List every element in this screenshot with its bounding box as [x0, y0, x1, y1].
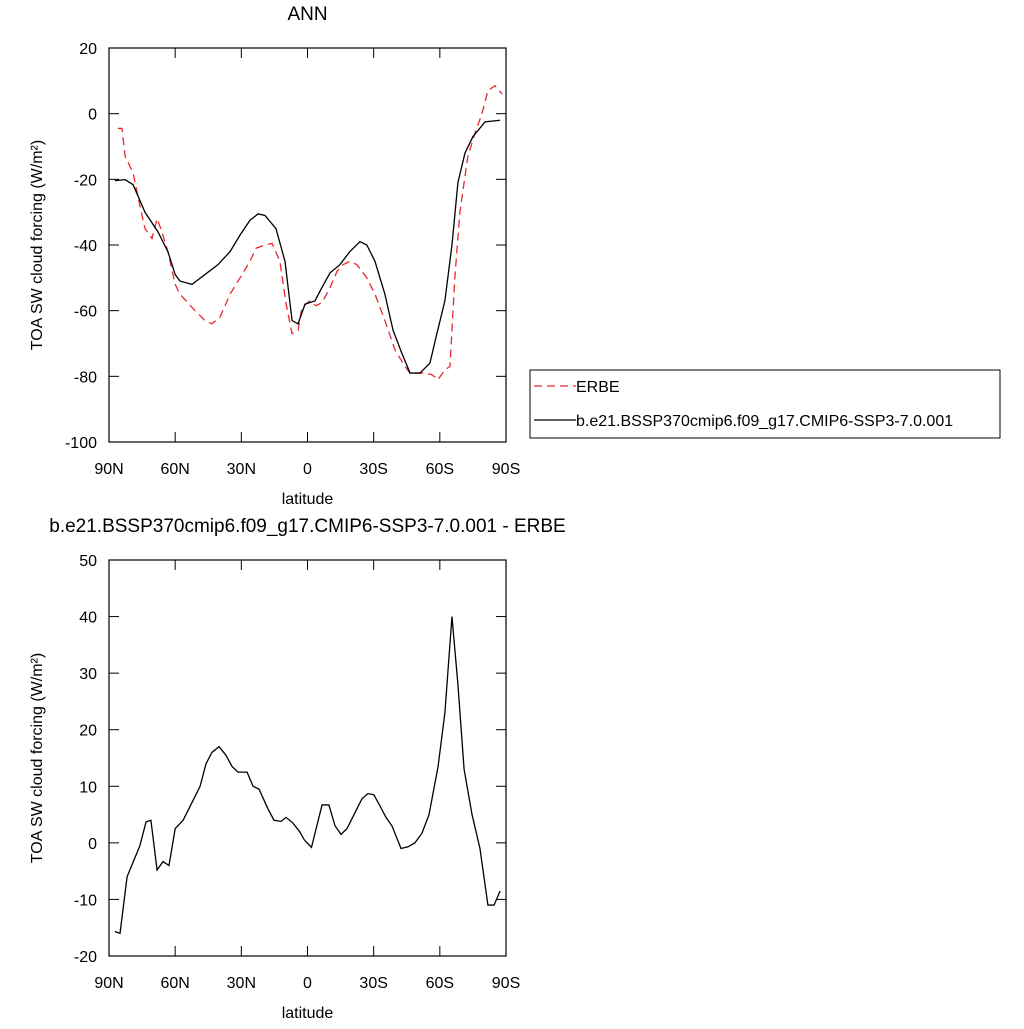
- x-tick-label: 60N: [160, 461, 189, 478]
- y-tick-label: 0: [88, 107, 97, 124]
- x-tick-label: 90N: [94, 975, 123, 992]
- y-tick-label: 20: [79, 723, 97, 740]
- y-tick-label: 30: [79, 666, 97, 683]
- x-tick-label: 0: [303, 461, 312, 478]
- plot-frame: [108, 559, 507, 957]
- x-axis-label: latitude: [282, 491, 334, 508]
- x-tick-label: 30N: [227, 461, 256, 478]
- y-tick-label: 40: [79, 610, 97, 627]
- legend-label: b.e21.BSSP370cmip6.f09_g17.CMIP6-SSP3-7.…: [576, 413, 953, 430]
- x-tick-label: 90N: [94, 461, 123, 478]
- y-tick-label: 50: [79, 553, 97, 570]
- legend-label: ERBE: [576, 379, 620, 396]
- y-tick-label: -100: [65, 435, 97, 452]
- x-tick-label: 90S: [492, 975, 520, 992]
- chart-title: ANN: [287, 4, 327, 25]
- x-tick-label: 0: [303, 975, 312, 992]
- y-tick-label: -10: [74, 892, 97, 909]
- y-tick-label: -40: [74, 238, 97, 255]
- x-tick-label: 60S: [426, 975, 454, 992]
- x-tick-label: 30S: [359, 461, 387, 478]
- y-tick-label: 20: [79, 41, 97, 58]
- legend-box: [529, 369, 1001, 439]
- x-tick-label: 90S: [492, 461, 520, 478]
- y-axis-label: TOA SW cloud forcing (W/m²): [29, 653, 46, 863]
- data-line: [114, 119, 501, 374]
- data-line: [117, 84, 503, 381]
- y-tick-label: -20: [74, 172, 97, 189]
- y-axis-label: TOA SW cloud forcing (W/m²): [29, 140, 46, 350]
- chart-title: b.e21.BSSP370cmip6.f09_g17.CMIP6-SSP3-7.…: [49, 516, 565, 537]
- x-tick-label: 60N: [160, 975, 189, 992]
- x-axis-label: latitude: [282, 1005, 334, 1022]
- x-tick-label: 30N: [227, 975, 256, 992]
- y-tick-label: -20: [74, 949, 97, 966]
- plot-frame: [108, 47, 507, 443]
- x-tick-label: 60S: [426, 461, 454, 478]
- y-tick-label: -60: [74, 304, 97, 321]
- y-tick-label: 0: [88, 836, 97, 853]
- x-tick-label: 30S: [359, 975, 387, 992]
- data-line: [114, 616, 501, 935]
- y-tick-label: -80: [74, 369, 97, 386]
- y-tick-label: 10: [79, 779, 97, 796]
